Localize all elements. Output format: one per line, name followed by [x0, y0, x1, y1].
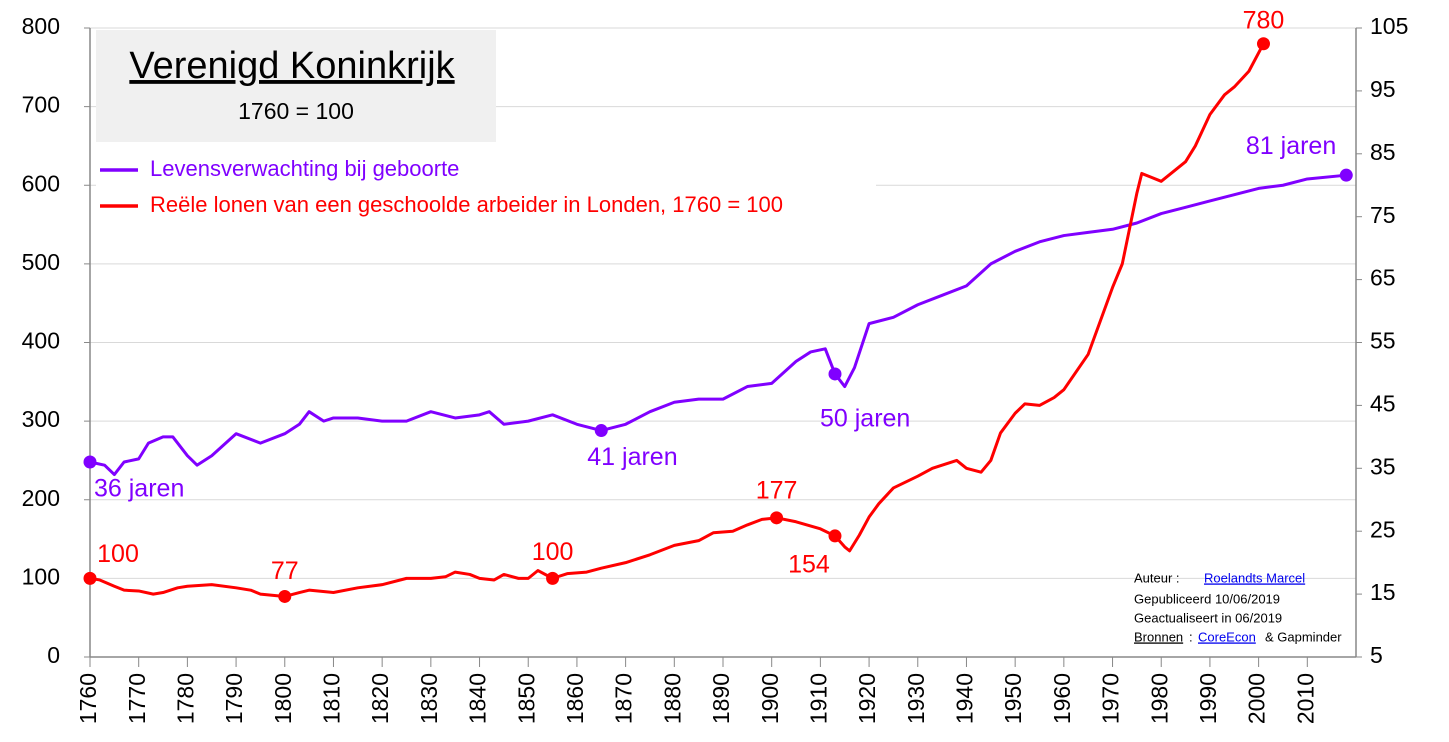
credit-source-rest: & Gapminder	[1265, 629, 1342, 644]
data-point	[770, 511, 784, 525]
x-tick-label: 1860	[562, 673, 588, 724]
y2-tick-label: 85	[1370, 139, 1396, 165]
data-point	[83, 571, 97, 585]
x-tick-label: 1770	[124, 673, 150, 724]
y2-tick-label: 15	[1370, 579, 1396, 605]
data-point	[594, 424, 608, 438]
x-tick-label: 1780	[172, 673, 198, 724]
y-tick-label: 400	[22, 328, 60, 354]
data-label: 41 jaren	[587, 443, 677, 471]
y2-tick-label: 95	[1370, 76, 1396, 102]
x-tick-label: 1790	[221, 673, 247, 724]
x-tick-label: 1940	[952, 673, 978, 724]
y-tick-label: 700	[22, 92, 60, 118]
y2-tick-label: 75	[1370, 202, 1396, 228]
data-point	[1256, 37, 1270, 51]
x-tick-label: 1930	[903, 673, 929, 724]
chart-subtitle: 1760 = 100	[238, 98, 354, 124]
x-tick-label: 1950	[1000, 673, 1026, 724]
credit-source-link[interactable]: CoreEcon	[1198, 629, 1256, 644]
x-tick-label: 1970	[1098, 673, 1124, 724]
y-tick-label: 500	[22, 249, 60, 275]
y2-tick-label: 5	[1370, 642, 1383, 668]
x-tick-label: 1990	[1195, 673, 1221, 724]
x-tick-label: 1830	[416, 673, 442, 724]
x-tick-label: 1760	[75, 673, 101, 724]
y-tick-label: 0	[47, 642, 60, 668]
credits: Auteur : Roelandts Marcel Gepubliceerd 1…	[1134, 570, 1342, 644]
x-tick-label: 1810	[319, 673, 345, 724]
data-label: 100	[97, 540, 139, 568]
credit-sources-sep: :	[1189, 629, 1193, 644]
data-label: 81 jaren	[1246, 132, 1336, 160]
x-tick-label: 1840	[465, 673, 491, 724]
data-label: 77	[271, 557, 299, 585]
data-label: 177	[756, 476, 798, 504]
data-point	[828, 529, 842, 543]
x-tick-label: 1880	[659, 673, 685, 724]
legend-box	[96, 150, 876, 232]
y-tick-label: 300	[22, 406, 60, 432]
data-label: 100	[532, 538, 574, 566]
x-tick-label: 1850	[513, 673, 539, 724]
x-tick-label: 1920	[854, 673, 880, 724]
y2-tick-label: 25	[1370, 516, 1396, 542]
data-label: 154	[788, 551, 830, 579]
x-tick-label: 1910	[805, 673, 831, 724]
y2-tick-label: 35	[1370, 453, 1396, 479]
y2-tick-label: 45	[1370, 390, 1396, 416]
x-tick-label: 2010	[1292, 673, 1318, 724]
data-point	[828, 367, 842, 381]
y2-tick-label: 65	[1370, 265, 1396, 291]
y-tick-label: 100	[22, 563, 60, 589]
x-tick-label: 1890	[708, 673, 734, 724]
x-tick-label: 1960	[1049, 673, 1075, 724]
credit-author[interactable]: Roelandts Marcel	[1204, 570, 1305, 585]
legend-label: Levensverwachting bij geboorte	[150, 156, 459, 181]
data-point	[278, 589, 292, 603]
legend-label: Reële lonen van een geschoolde arbeider …	[150, 192, 783, 217]
x-tick-label: 1820	[367, 673, 393, 724]
x-tick-label: 1900	[757, 673, 783, 724]
y-tick-label: 200	[22, 485, 60, 511]
data-label: 36 jaren	[94, 475, 184, 503]
y-tick-label: 600	[22, 170, 60, 196]
credit-sources-label: Bronnen	[1134, 629, 1183, 644]
x-tick-label: 2000	[1244, 673, 1270, 724]
x-tick-label: 1800	[270, 673, 296, 724]
data-point	[83, 455, 97, 469]
chart-title: Verenigd Koninkrijk	[129, 45, 455, 87]
credit-published: Gepubliceerd 10/06/2019	[1134, 591, 1280, 606]
credit-updated: Geactualiseert in 06/2019	[1134, 610, 1282, 625]
title-box	[96, 30, 496, 142]
y2-tick-label: 55	[1370, 328, 1396, 354]
data-point	[1339, 168, 1353, 182]
y2-tick-label: 105	[1370, 13, 1408, 39]
data-point	[546, 571, 560, 585]
x-tick-label: 1980	[1146, 673, 1172, 724]
x-tick-label: 1870	[611, 673, 637, 724]
data-label: 780	[1243, 6, 1285, 34]
credit-author-label: Auteur :	[1134, 570, 1180, 585]
y-tick-label: 800	[22, 13, 60, 39]
series-line	[89, 173, 1347, 477]
data-label: 50 jaren	[820, 405, 910, 433]
